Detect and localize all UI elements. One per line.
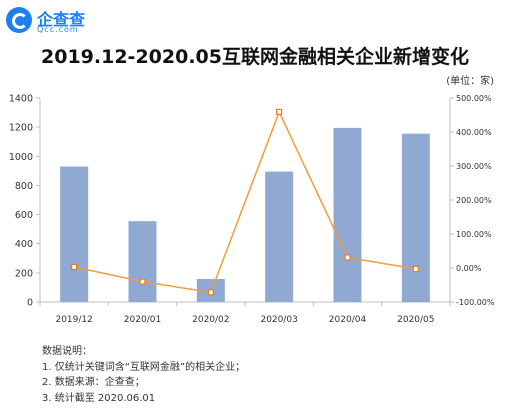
growth-rate-line [74, 110, 416, 294]
left-tick-label: 800 [15, 181, 33, 192]
unit-label: (单位：家) [446, 76, 494, 87]
logo-name: 企查查 [37, 10, 86, 29]
notes-heading: 数据说明： [42, 346, 92, 357]
right-tick-label: 300.00% [456, 162, 492, 171]
x-tick-label: 2020/04 [329, 315, 367, 325]
right-tick-label: 500.00% [456, 94, 492, 103]
right-tick-label: 200.00% [456, 196, 492, 205]
line-marker [207, 289, 214, 296]
left-tick-label: 200 [15, 268, 33, 279]
x-tick-label: 2019/12 [55, 315, 92, 325]
logo-mark-icon [6, 7, 32, 33]
line-marker [139, 278, 146, 285]
bar [401, 133, 430, 302]
right-tick-label: 400.00% [456, 128, 492, 137]
line-marker [71, 263, 78, 271]
note-item-1: 1. 仅统计关键词含“互联网金融”的相关企业； [42, 361, 246, 373]
left-tick-label: 1000 [9, 152, 33, 163]
qcc-logo: 企查查 Qcc.com [6, 5, 116, 39]
bar [60, 166, 89, 302]
x-tick-label: 2020/01 [124, 315, 161, 325]
note-item-3: 3. 统计截至 2020.06.01 [42, 392, 156, 404]
x-tick-label: 2020/03 [260, 315, 297, 325]
bar [128, 221, 157, 302]
chart-title: 2019.12-2020.05互联网金融相关企业新增变化 [41, 46, 469, 68]
data-notes: 数据说明： 1. 仅统计关键词含“互联网金融”的相关企业； 2. 数据来源：企查… [42, 344, 245, 406]
line-marker [344, 254, 351, 261]
bar [333, 127, 362, 302]
left-tick-label: 1200 [9, 123, 33, 134]
right-tick-label: -100.00% [456, 298, 495, 307]
line-marker [276, 108, 283, 116]
note-item-2: 2. 数据来源：企查查； [42, 377, 145, 388]
left-tick-label: 600 [15, 210, 33, 221]
left-tick-label: 1400 [9, 94, 33, 105]
right-tick-label: 0.00% [456, 264, 482, 273]
right-tick-label: 100.00% [456, 230, 492, 239]
left-tick-label: 400 [15, 239, 33, 250]
bar [265, 171, 294, 302]
x-tick-label: 2020/02 [192, 315, 229, 325]
x-tick-label: 2020/05 [397, 315, 434, 325]
logo-domain: Qcc.com [37, 25, 79, 34]
line-marker [412, 265, 419, 273]
left-tick-label: 0 [27, 298, 33, 309]
